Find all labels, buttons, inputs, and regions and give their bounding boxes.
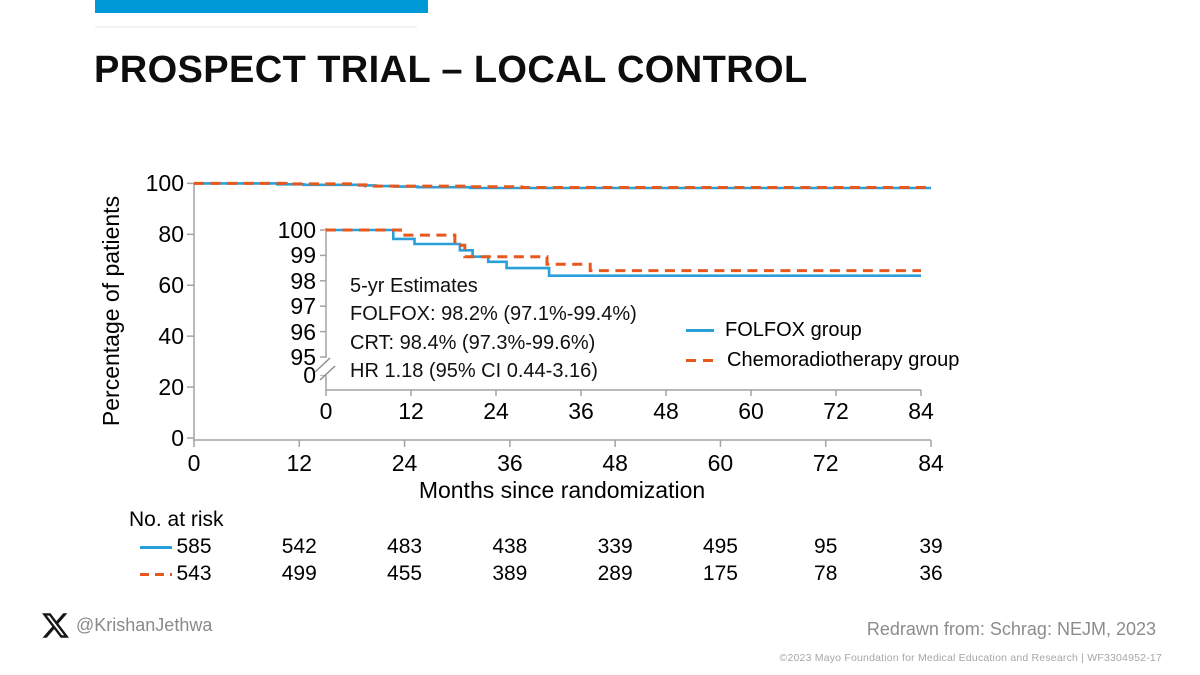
main-x-tick-label: 0: [187, 450, 201, 476]
inset-x-tick-label: 0: [319, 398, 333, 424]
main-y-tick-label: 0: [171, 425, 184, 451]
risk-count: 483: [387, 535, 423, 558]
main-y-tick-label: 40: [158, 323, 184, 350]
main-y-tick-label: 60: [158, 272, 184, 299]
inset-x-tick-label: 48: [653, 398, 679, 424]
risk-row-line-sample: [140, 573, 172, 576]
inset-y-tick-label: 98: [290, 267, 316, 294]
legend-label: Chemoradiotherapy group: [727, 348, 960, 371]
main-x-tick-label: 72: [812, 450, 839, 476]
main-x-tick-label: 84: [918, 450, 944, 476]
risk-table-title: No. at risk: [129, 508, 224, 531]
footer-left: @KrishanJethwa: [42, 612, 212, 639]
risk-count: 389: [492, 562, 528, 585]
main-curve-crt: [194, 181, 931, 189]
y-axis-title: Percentage of patients: [98, 195, 124, 427]
risk-count: 95: [814, 535, 838, 558]
main-y-tick-label: 100: [145, 170, 184, 197]
risk-row-line-sample: [140, 546, 172, 549]
risk-count: 495: [702, 535, 738, 558]
risk-count: 542: [281, 535, 317, 558]
inset-curve-crt: [326, 228, 921, 273]
legend-label: FOLFOX group: [725, 319, 862, 342]
risk-count: 455: [387, 562, 423, 585]
accent-bar-shadow: [95, 26, 417, 28]
inset-y-tick-label: 99: [290, 242, 316, 269]
annotation-line: CRT: 98.4% (97.3%-99.6%): [350, 331, 596, 354]
source-credit: Redrawn from: Schrag: NEJM, 2023: [866, 619, 1156, 639]
legend: FOLFOX group Chemoradiotherapy group: [686, 316, 959, 375]
axis-break-slash: [314, 357, 331, 373]
legend-item: Chemoradiotherapy group: [686, 346, 959, 376]
annotation-line: HR 1.18 (95% CI 0.44-3.16): [350, 360, 598, 383]
copyright-line: ©2023 Mayo Foundation for Medical Educat…: [779, 652, 1162, 664]
risk-count: 39: [919, 535, 943, 558]
inset-x-tick-label: 36: [568, 398, 594, 424]
main-x-tick-label: 24: [391, 450, 418, 476]
risk-count: 339: [597, 535, 633, 558]
inset-x-tick-label: 60: [738, 398, 764, 424]
inset-x-tick-label: 72: [823, 398, 849, 424]
social-handle: @KrishanJethwa: [76, 615, 213, 635]
risk-count: 175: [702, 562, 738, 585]
main-x-tick-label: 60: [707, 450, 734, 476]
main-x-tick-label: 36: [497, 450, 523, 476]
legend-solid-line-sample: [686, 329, 714, 333]
inset-y-tick-label: 96: [290, 318, 316, 345]
axis-break-slash: [319, 365, 336, 381]
inset-y-zero-label: 0: [303, 362, 316, 388]
inset-y-tick-label: 100: [277, 217, 316, 243]
inset-x-tick-label: 84: [908, 398, 934, 424]
risk-count: 78: [814, 562, 838, 585]
legend-item: FOLFOX group: [686, 316, 959, 346]
legend-dashed-line-sample: [686, 358, 716, 362]
x-logo-icon: [42, 613, 69, 638]
accent-bar: [95, 0, 428, 13]
inset-y-tick-label: 95: [290, 344, 316, 370]
main-x-tick-label: 12: [286, 450, 313, 476]
risk-count: 585: [176, 535, 212, 558]
risk-count: 499: [281, 562, 317, 585]
x-axis-title: Months since randomization: [418, 477, 706, 503]
main-x-tick-label: 48: [602, 450, 628, 476]
inset-x-tick-label: 24: [483, 398, 509, 424]
inset-x-tick-label: 12: [398, 398, 424, 424]
inset-curve-folfox: [326, 228, 921, 278]
slide-title: PROSPECT TRIAL – LOCAL CONTROL: [94, 49, 808, 91]
risk-count: 289: [597, 562, 633, 585]
annotation-line: FOLFOX: 98.2% (97.1%-99.4%): [350, 303, 637, 326]
risk-count: 36: [919, 562, 943, 585]
main-y-tick-label: 20: [158, 374, 184, 401]
main-y-tick-label: 80: [158, 221, 184, 248]
inset-y-tick-label: 97: [290, 293, 316, 320]
five-year-estimates-annotation: 5-yr Estimates FOLFOX: 98.2% (97.1%-99.4%…: [350, 272, 637, 386]
annotation-line: 5-yr Estimates: [350, 275, 478, 297]
risk-count: 438: [492, 535, 528, 558]
risk-count: 543: [176, 562, 212, 585]
